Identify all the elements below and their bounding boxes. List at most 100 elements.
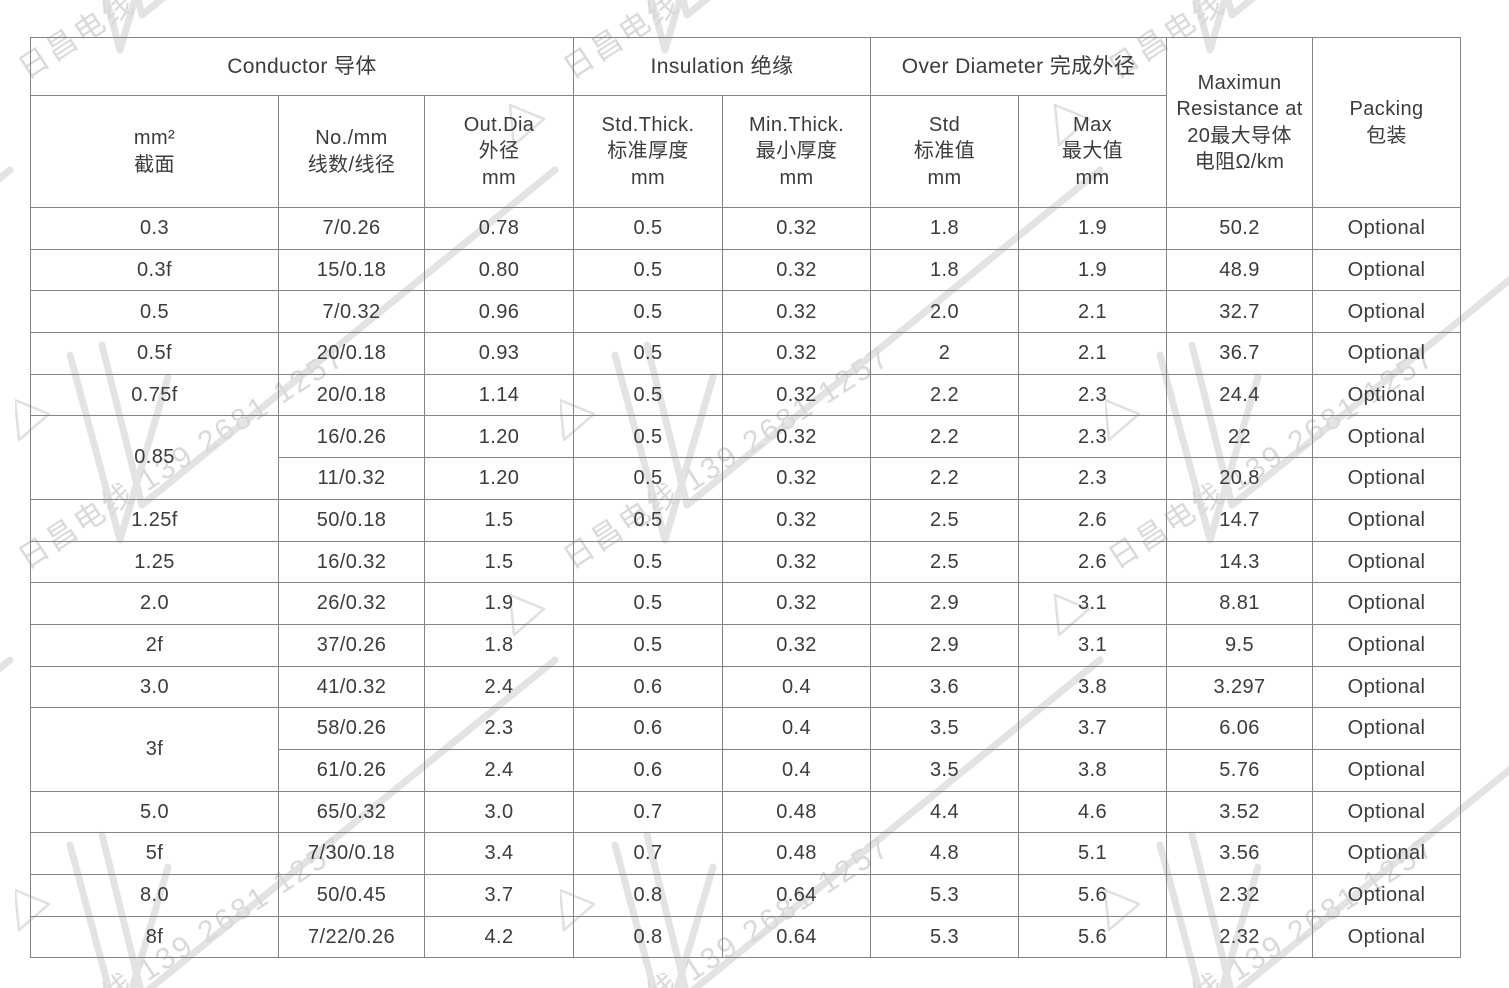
data-cell: 1.9 — [423, 582, 575, 625]
table-row: 11/0.32 1.20 0.5 0.32 2.2 2.3 20.8 Optional — [31, 457, 1462, 500]
data-cell: 5.3 — [870, 915, 1020, 959]
data-cell: 3.6 — [870, 665, 1020, 709]
data-cell: 1.14 — [423, 373, 575, 417]
data-cell: 0.48 — [722, 832, 872, 875]
table-row: 8f 7/22/0.26 4.2 0.8 0.64 5.3 5.6 2.32 Optional — [30, 915, 1462, 959]
data-cell: 20.8 — [1166, 457, 1314, 500]
data-cell: 0.5 — [573, 415, 724, 459]
data-cell: 6.06 — [1166, 707, 1314, 750]
table-row: 2f 37/0.26 1.8 0.5 0.32 2.9 3.1 9.5 Optional — [30, 623, 1462, 667]
data-cell: 5.3 — [870, 874, 1020, 917]
data-cell: 0.4 — [722, 707, 872, 750]
data-cell: 3.4 — [423, 832, 575, 875]
data-cell: 0.64 — [722, 915, 872, 959]
data-cell: Optional — [1312, 582, 1462, 625]
data-cell: Optional — [1312, 457, 1462, 500]
data-cell: 58/0.26 — [278, 707, 425, 750]
data-cell: 3.8 — [1018, 665, 1168, 709]
table-row: 2.0 26/0.32 1.9 0.5 0.32 2.9 3.1 8.81 Optional — [30, 582, 1462, 625]
data-cell: 3.5 — [870, 748, 1020, 792]
data-cell: 3.56 — [1166, 832, 1314, 875]
data-cell: 0.32 — [722, 582, 872, 625]
table-row: 0.5f 20/0.18 0.93 0.5 0.32 2 2.1 36.7 Optional — [30, 332, 1462, 375]
data-cell: 7/22/0.26 — [278, 915, 425, 959]
spec-table-body: 0.3 7/0.26 0.78 0.5 0.32 1.8 1.9 50.2 Optional 0.… — [30, 207, 1462, 959]
data-cell: 2.9 — [870, 623, 1020, 667]
data-cell: 0.5 — [573, 582, 724, 625]
data-cell: 3.7 — [1018, 707, 1168, 750]
data-cell: 2.6 — [1018, 540, 1168, 584]
table-row: 5f 7/30/0.18 3.4 0.7 0.48 4.8 5.1 3.56 Optional — [30, 832, 1462, 875]
data-cell: 5.6 — [1018, 874, 1168, 917]
header-packing: Packing 包装 — [1312, 37, 1462, 208]
data-cell: 20/0.18 — [278, 373, 425, 417]
data-cell: Optional — [1312, 832, 1462, 875]
data-cell: 0.80 — [423, 248, 575, 292]
data-cell: 0.6 — [573, 707, 724, 750]
data-cell: Optional — [1312, 207, 1462, 250]
data-cell: 4.8 — [870, 832, 1020, 875]
data-cell: Optional — [1312, 665, 1462, 709]
data-cell: 5.76 — [1166, 748, 1314, 792]
header-insulation: Insulation 绝缘 — [573, 37, 872, 96]
data-cell: 1.9 — [1018, 207, 1168, 250]
table-row: 3.0 41/0.32 2.4 0.6 0.4 3.6 3.8 3.297 Optional — [30, 665, 1462, 709]
table-row: 0.85 16/0.26 1.20 0.5 0.32 2.2 2.3 22 Optional — [30, 415, 1462, 500]
data-cell: Optional — [1312, 290, 1462, 334]
data-cell: 0.78 — [423, 207, 575, 250]
data-cell: 1.5 — [423, 540, 575, 584]
data-cell: 2.1 — [1018, 290, 1168, 334]
data-cell: 0.32 — [722, 373, 872, 417]
data-cell: 0.5 — [573, 290, 724, 334]
data-cell: 2.2 — [870, 457, 1020, 500]
data-cell: Optional — [1312, 707, 1462, 750]
size-cell: 2.0 — [30, 582, 279, 625]
data-cell: 5.1 — [1018, 832, 1168, 875]
data-cell: 2 — [870, 332, 1020, 375]
size-cell: 0.85 — [30, 415, 279, 500]
data-cell: Optional — [1312, 623, 1462, 667]
table-row: 3f 58/0.26 2.3 0.6 0.4 3.5 3.7 6.06 Optional — [30, 707, 1462, 792]
data-cell: 2.9 — [870, 582, 1020, 625]
header-max-resistance: Maximun Resistance at 20最大导体 电阻Ω/km — [1166, 37, 1314, 208]
data-cell: 48.9 — [1166, 248, 1314, 292]
data-cell: 22 — [1166, 415, 1314, 459]
data-cell: 2.3 — [1018, 457, 1168, 500]
size-cell: 0.3f — [30, 248, 279, 292]
data-cell: 2.5 — [870, 498, 1020, 542]
data-cell: 0.5 — [573, 540, 724, 584]
data-cell: 3.1 — [1018, 582, 1168, 625]
data-cell: 0.32 — [722, 457, 872, 500]
size-cell: 5.0 — [30, 790, 279, 834]
data-cell: 0.32 — [722, 540, 872, 584]
data-cell: 2.0 — [870, 290, 1020, 334]
table-row: 0.5 7/0.32 0.96 0.5 0.32 2.0 2.1 32.7 Optional — [30, 290, 1462, 334]
data-cell: 0.6 — [573, 748, 724, 792]
data-cell: Optional — [1312, 248, 1462, 292]
size-cell: 0.5f — [30, 332, 279, 375]
data-cell: 3.0 — [423, 790, 575, 834]
data-cell: 0.32 — [722, 332, 872, 375]
data-cell: 50.2 — [1166, 207, 1314, 250]
data-cell: 50/0.18 — [278, 498, 425, 542]
size-cell: 5f — [30, 832, 279, 875]
data-cell: 1.8 — [423, 623, 575, 667]
table-row: 1.25f 50/0.18 1.5 0.5 0.32 2.5 2.6 14.7 Optional — [30, 498, 1462, 542]
data-cell: 9.5 — [1166, 623, 1314, 667]
data-cell: 7/30/0.18 — [278, 832, 425, 875]
header-sub-min-thick: Min.Thick. 最小厚度 mm — [722, 95, 872, 208]
header-sub-row: mm² 截面 No./mm 线数/线径 Out.Dia 外径 mm Std.Th… — [30, 95, 1461, 208]
data-cell: Optional — [1312, 915, 1462, 959]
data-cell: 4.2 — [423, 915, 575, 959]
header-sub-out-dia: Out.Dia 外径 mm — [423, 95, 575, 208]
data-cell: 1.20 — [423, 415, 575, 459]
data-cell: 2.4 — [423, 748, 575, 792]
size-cell: 0.3 — [30, 207, 279, 250]
data-cell: 3.52 — [1166, 790, 1314, 834]
cable-spec-table: Conductor 导体 Insulation 绝缘 Over Diameter… — [29, 37, 1462, 959]
data-cell: 0.5 — [573, 207, 724, 250]
data-cell: 1.9 — [1018, 248, 1168, 292]
data-cell: 0.96 — [423, 290, 575, 334]
data-cell: 50/0.45 — [278, 874, 425, 917]
data-cell: 0.8 — [573, 874, 724, 917]
